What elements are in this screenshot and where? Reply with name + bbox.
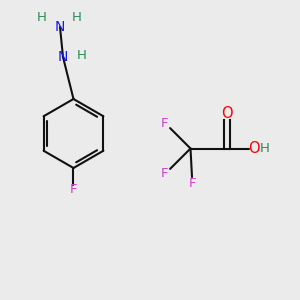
Text: F: F — [188, 177, 196, 190]
Text: F: F — [160, 167, 168, 180]
Text: O: O — [221, 106, 232, 121]
Text: H: H — [77, 49, 86, 62]
Text: H: H — [37, 11, 47, 24]
Text: F: F — [160, 117, 168, 130]
Text: H: H — [260, 142, 270, 155]
Text: N: N — [55, 20, 65, 34]
Text: O: O — [249, 141, 260, 156]
Text: F: F — [70, 183, 77, 196]
Text: H: H — [72, 11, 81, 24]
Text: N: N — [58, 50, 68, 64]
